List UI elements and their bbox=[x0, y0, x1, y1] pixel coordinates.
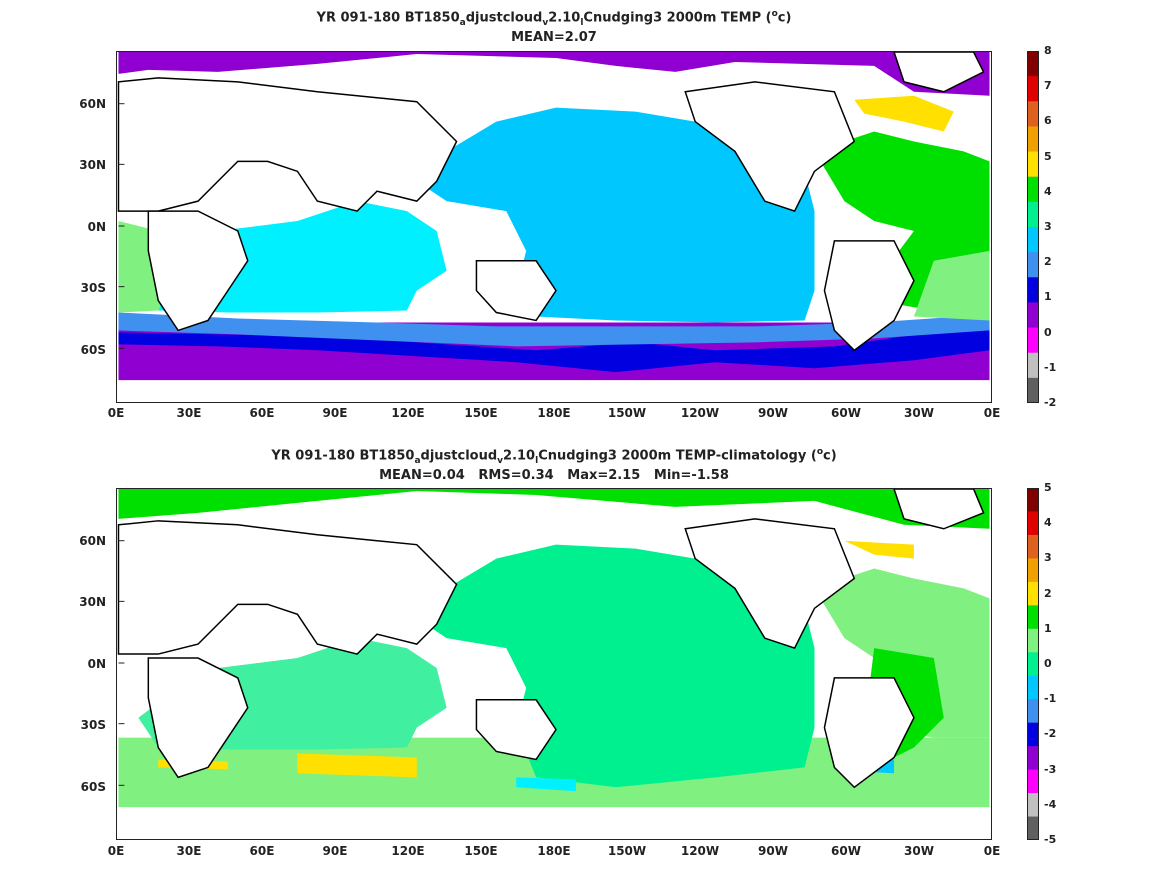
colorbar-tick-label: -1 bbox=[1044, 360, 1057, 374]
lon-label: 0E bbox=[983, 844, 1001, 858]
colorbar-swatch bbox=[1027, 76, 1039, 102]
lat-label: 60S bbox=[80, 780, 106, 794]
panel-title: YR 091-180 BT1850adjustcloudv2.10lCnudgi… bbox=[271, 447, 837, 466]
lon-label: 60E bbox=[249, 844, 275, 858]
lon-label: 90E bbox=[322, 406, 348, 420]
colorbar-border bbox=[1027, 488, 1039, 840]
colorbar-tick-label: -4 bbox=[1044, 797, 1057, 811]
map-plot bbox=[116, 488, 992, 840]
colorbar-tick-label: 2 bbox=[1044, 255, 1052, 269]
colorbar-swatch bbox=[1027, 816, 1039, 840]
colorbar-tick-label: -2 bbox=[1044, 396, 1057, 409]
panel-stats: MEAN=0.04 RMS=0.34 Max=2.15 Min=-1.58 bbox=[379, 468, 729, 483]
lat-label: 0N bbox=[87, 657, 106, 671]
lon-label: 120W bbox=[680, 844, 720, 858]
colorbar-tick-label: 5 bbox=[1044, 149, 1052, 163]
colorbar-border bbox=[1027, 51, 1039, 403]
lon-label: 150E bbox=[464, 844, 498, 858]
colorbar-tick-label: 0 bbox=[1044, 657, 1052, 670]
colorbar-swatch bbox=[1027, 769, 1039, 794]
colorbar-swatch bbox=[1027, 628, 1039, 653]
colorbar bbox=[1027, 488, 1039, 840]
colorbar-swatch bbox=[1027, 227, 1039, 253]
colorbar-swatch bbox=[1027, 126, 1039, 153]
lat-label: 0N bbox=[87, 220, 106, 234]
colorbar-swatch bbox=[1027, 652, 1039, 677]
lon-label: 60W bbox=[831, 406, 861, 420]
colorbar-tick-label: 3 bbox=[1044, 220, 1052, 233]
lon-label: 0E bbox=[983, 406, 1001, 420]
colorbar-tick-label: -3 bbox=[1044, 762, 1057, 776]
colorbar-swatch bbox=[1027, 151, 1039, 178]
lon-label: 0E bbox=[107, 844, 125, 858]
colorbar-swatch bbox=[1027, 377, 1039, 403]
lat-label: 60S bbox=[80, 343, 106, 357]
colorbar-swatch bbox=[1027, 793, 1039, 818]
colorbar-swatch bbox=[1027, 277, 1039, 303]
lon-label: 120E bbox=[391, 406, 425, 420]
lon-label: 150E bbox=[464, 406, 498, 420]
lon-label: 0E bbox=[107, 406, 125, 420]
colorbar-tick-label: -5 bbox=[1044, 833, 1057, 846]
lat-label: 30N bbox=[79, 595, 106, 609]
colorbar-swatch bbox=[1027, 352, 1039, 379]
colorbar-swatch bbox=[1027, 722, 1039, 747]
colorbar-swatch bbox=[1027, 252, 1039, 278]
colorbar-tick-label: 7 bbox=[1044, 79, 1052, 93]
colorbar bbox=[1027, 51, 1039, 403]
colorbar-swatch bbox=[1027, 511, 1039, 536]
colorbar-swatch bbox=[1027, 176, 1039, 203]
panel-title: YR 091-180 BT1850adjustcloudv2.10lCnudgi… bbox=[316, 9, 792, 28]
lon-label: 120E bbox=[391, 844, 425, 858]
colorbar-swatch bbox=[1027, 746, 1039, 771]
lon-label: 120W bbox=[680, 406, 720, 420]
lon-label: 60E bbox=[249, 406, 275, 420]
colorbar-tick-label: 8 bbox=[1044, 44, 1052, 57]
lon-label: 30E bbox=[176, 844, 202, 858]
colorbar-tick-label: 4 bbox=[1044, 184, 1052, 198]
lon-label: 30W bbox=[904, 844, 934, 858]
lon-label: 60W bbox=[831, 844, 861, 858]
lon-label: 30E bbox=[176, 406, 202, 420]
colorbar-tick-label: 2 bbox=[1044, 586, 1052, 600]
colorbar-tick-label: 5 bbox=[1044, 481, 1052, 494]
lat-label: 60N bbox=[79, 534, 106, 548]
colorbar-swatch bbox=[1027, 581, 1039, 606]
colorbar-swatch bbox=[1027, 675, 1039, 700]
colorbar-swatch bbox=[1027, 51, 1039, 77]
colorbar-swatch bbox=[1027, 558, 1039, 583]
lat-label: 30N bbox=[79, 158, 106, 172]
lon-label: 150W bbox=[607, 844, 647, 858]
colorbar-tick-label: 3 bbox=[1044, 551, 1052, 565]
lon-label: 180E bbox=[537, 844, 571, 858]
colorbar-swatch bbox=[1027, 201, 1039, 228]
lon-label: 90W bbox=[758, 844, 788, 858]
panel-stats: MEAN=2.07 bbox=[511, 30, 597, 45]
lat-label: 30S bbox=[80, 281, 106, 295]
map-plot bbox=[116, 51, 992, 403]
colorbar-swatch bbox=[1027, 534, 1039, 559]
colorbar-swatch bbox=[1027, 605, 1039, 630]
colorbar-tick-label: 1 bbox=[1044, 290, 1052, 304]
colorbar-swatch bbox=[1027, 302, 1039, 329]
lon-label: 90E bbox=[322, 844, 348, 858]
lon-label: 180E bbox=[537, 406, 571, 420]
lon-label: 90W bbox=[758, 406, 788, 420]
colorbar-tick-label: 4 bbox=[1044, 516, 1052, 530]
colorbar-tick-label: -2 bbox=[1044, 727, 1057, 741]
colorbar-tick-label: 0 bbox=[1044, 325, 1052, 339]
colorbar-swatch bbox=[1027, 699, 1039, 724]
colorbar-tick-label: -1 bbox=[1044, 692, 1057, 706]
colorbar-swatch bbox=[1027, 101, 1039, 127]
lon-label: 30W bbox=[904, 406, 934, 420]
colorbar-tick-label: 1 bbox=[1044, 621, 1052, 635]
colorbar-swatch bbox=[1027, 327, 1039, 354]
lon-label: 150W bbox=[607, 406, 647, 420]
lat-label: 60N bbox=[79, 97, 106, 111]
colorbar-tick-label: 6 bbox=[1044, 114, 1052, 128]
colorbar-swatch bbox=[1027, 488, 1039, 512]
lat-label: 30S bbox=[80, 718, 106, 732]
